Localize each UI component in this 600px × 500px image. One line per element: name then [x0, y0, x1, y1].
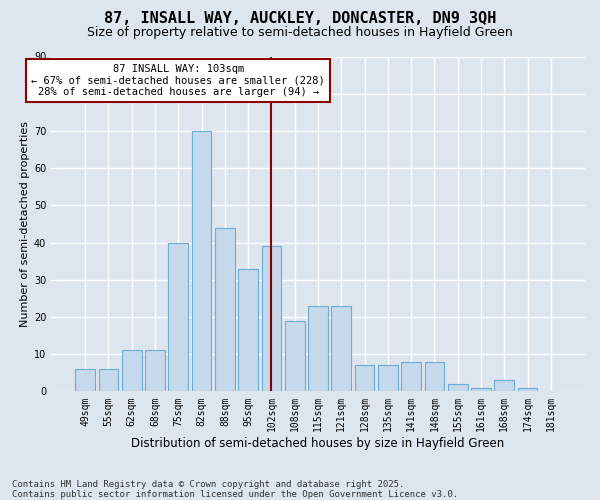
- Bar: [378, 366, 398, 392]
- Bar: [169, 242, 188, 392]
- Text: Size of property relative to semi-detached houses in Hayfield Green: Size of property relative to semi-detach…: [87, 26, 513, 39]
- Bar: [192, 131, 211, 392]
- Bar: [355, 366, 374, 392]
- Bar: [331, 306, 351, 392]
- Bar: [215, 228, 235, 392]
- Bar: [518, 388, 538, 392]
- X-axis label: Distribution of semi-detached houses by size in Hayfield Green: Distribution of semi-detached houses by …: [131, 437, 505, 450]
- Bar: [425, 362, 445, 392]
- Text: Contains HM Land Registry data © Crown copyright and database right 2025.
Contai: Contains HM Land Registry data © Crown c…: [12, 480, 458, 499]
- Bar: [448, 384, 467, 392]
- Bar: [238, 268, 258, 392]
- Bar: [401, 362, 421, 392]
- Bar: [494, 380, 514, 392]
- Bar: [75, 369, 95, 392]
- Bar: [285, 320, 305, 392]
- Bar: [122, 350, 142, 392]
- Bar: [145, 350, 165, 392]
- Bar: [98, 369, 118, 392]
- Text: 87, INSALL WAY, AUCKLEY, DONCASTER, DN9 3QH: 87, INSALL WAY, AUCKLEY, DONCASTER, DN9 …: [104, 11, 496, 26]
- Y-axis label: Number of semi-detached properties: Number of semi-detached properties: [20, 121, 29, 327]
- Bar: [262, 246, 281, 392]
- Text: 87 INSALL WAY: 103sqm
← 67% of semi-detached houses are smaller (228)
28% of sem: 87 INSALL WAY: 103sqm ← 67% of semi-deta…: [31, 64, 325, 97]
- Bar: [471, 388, 491, 392]
- Bar: [308, 306, 328, 392]
